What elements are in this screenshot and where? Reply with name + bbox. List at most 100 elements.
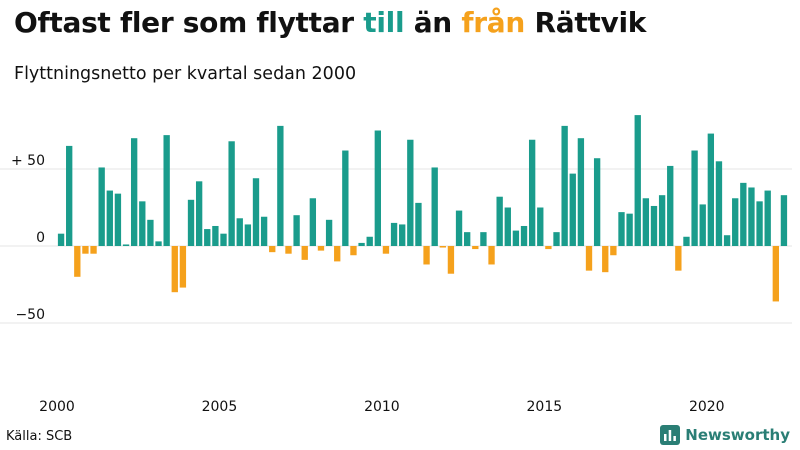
title-part-1: Oftast fler som flyttar [14, 6, 364, 39]
bar [610, 246, 617, 256]
bar [252, 178, 260, 246]
chart-subtitle: Flyttningsnetto per kvartal sedan 2000 [14, 64, 357, 84]
bar [382, 246, 390, 254]
bar [764, 190, 771, 246]
bar [545, 246, 552, 250]
bar [236, 218, 243, 246]
bar [593, 158, 601, 246]
bar [504, 207, 511, 246]
bar [537, 207, 544, 246]
bar [618, 212, 625, 246]
bar [520, 225, 528, 246]
bar [732, 198, 739, 246]
bar [260, 216, 268, 246]
bar [317, 246, 325, 251]
bar [220, 233, 227, 246]
bar [269, 246, 276, 253]
title-till: till [363, 6, 405, 39]
newsworthy-icon [660, 425, 681, 445]
bar [293, 215, 300, 246]
bar [691, 150, 698, 246]
bar [212, 225, 219, 246]
bar [179, 246, 187, 288]
brand-logo: Newsworthy [660, 425, 790, 445]
y-tick-label: 0 [36, 230, 45, 246]
bar [626, 213, 633, 246]
bar [228, 141, 235, 246]
bar [772, 246, 779, 302]
x-tick-label: 2000 [39, 399, 75, 415]
bar [130, 138, 138, 246]
bar [553, 232, 560, 246]
bar [699, 204, 706, 246]
bar [577, 138, 585, 246]
bar [447, 246, 455, 274]
bar [82, 246, 89, 254]
bar [683, 236, 690, 246]
bar [195, 181, 203, 246]
bar [528, 139, 536, 246]
bar [634, 115, 641, 246]
bar [74, 246, 81, 277]
bar [480, 232, 487, 246]
bar [358, 242, 365, 246]
bar [602, 246, 609, 273]
bar-chart: + 50 0 −50 2000 2005 2010 2015 2020 [0, 115, 792, 415]
title-part-3: än [404, 6, 462, 39]
bar [139, 201, 146, 246]
chart-title: Oftast fler som flyttar till än från Rät… [14, 6, 646, 39]
bar [114, 193, 122, 246]
bar [277, 125, 284, 246]
bar [122, 244, 130, 246]
bar [204, 229, 211, 246]
bar [464, 232, 471, 246]
source-label: Källa: SCB [6, 429, 73, 444]
bar [723, 235, 731, 246]
bar [390, 222, 398, 246]
bar [407, 139, 414, 246]
bar [455, 210, 463, 246]
bar [715, 161, 723, 246]
bar [658, 195, 666, 246]
bar [496, 196, 503, 246]
bar [90, 246, 97, 254]
bar [342, 150, 349, 246]
bar [244, 224, 252, 246]
bar [325, 219, 333, 246]
bar [667, 165, 674, 246]
title-part-5: Rättvik [525, 6, 647, 39]
bar [439, 246, 446, 248]
bar [488, 246, 495, 265]
brand-name: Newsworthy [685, 426, 790, 444]
bar [147, 219, 154, 246]
y-tick-label: + 50 [11, 153, 45, 169]
bar [423, 246, 430, 265]
bar [57, 233, 65, 246]
bar [366, 236, 373, 246]
bar [472, 246, 479, 250]
bar [350, 246, 357, 256]
bar [585, 246, 593, 271]
bar [374, 130, 381, 246]
bar [309, 198, 317, 246]
bar [106, 190, 113, 246]
bar [187, 199, 195, 246]
x-tick-label: 2010 [364, 399, 400, 415]
bar [399, 224, 406, 246]
x-tick-label: 2015 [527, 399, 563, 415]
y-tick-label: −50 [15, 307, 45, 323]
bar [740, 182, 747, 246]
bar [415, 202, 422, 246]
bar [569, 173, 576, 246]
bar [66, 145, 73, 246]
x-tick-label: 2005 [202, 399, 238, 415]
bar [171, 246, 178, 293]
bar [285, 246, 292, 254]
x-tick-label: 2020 [689, 399, 725, 415]
title-fran: från [461, 6, 526, 39]
bar [98, 167, 105, 246]
bar [512, 230, 520, 246]
bar [155, 241, 162, 246]
bar [642, 198, 650, 246]
bar [780, 195, 788, 246]
